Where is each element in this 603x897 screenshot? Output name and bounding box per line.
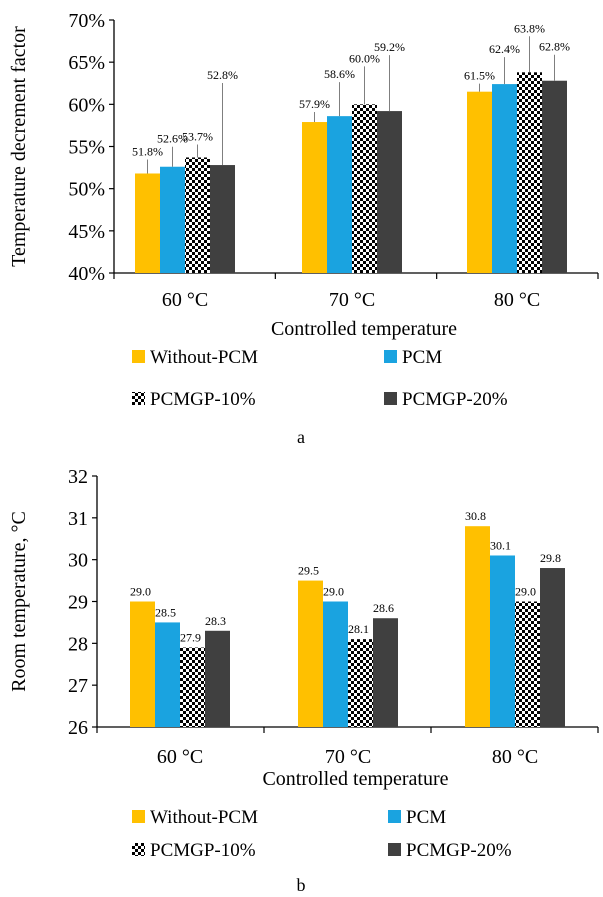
y-tick-label: 29: [68, 592, 88, 614]
y-tick-label: 50%: [68, 179, 105, 201]
data-label: 62.4%: [489, 42, 520, 56]
data-label: 30.8: [465, 509, 486, 523]
data-label: 29.0: [130, 585, 151, 599]
bar: [323, 601, 348, 727]
bar: [130, 601, 155, 727]
bar: [302, 122, 327, 273]
legend-swatch: [388, 810, 401, 823]
y-tick-label: 65%: [68, 52, 105, 74]
data-label: 52.8%: [207, 68, 238, 82]
legend-swatch: [132, 392, 145, 405]
legend-entry: PCMGP-20%: [406, 840, 512, 861]
legend-entry: PCMGP-10%: [150, 389, 256, 410]
bar: [160, 166, 185, 273]
y-tick-label: 40%: [68, 263, 105, 285]
bar: [377, 111, 402, 273]
data-label: 62.8%: [539, 40, 570, 54]
y-tick-label: 55%: [68, 137, 105, 159]
bar: [467, 91, 492, 273]
data-label: 28.1: [348, 622, 369, 636]
legend-entry: PCM: [402, 347, 442, 368]
y-tick-label: 32: [68, 466, 88, 488]
data-label: 51.8%: [132, 144, 163, 158]
legend-swatch: [388, 843, 401, 856]
panel-label: b: [297, 875, 306, 895]
y-tick-label: 60%: [68, 94, 105, 116]
x-category-label: 70 °C: [325, 746, 371, 768]
bar: [542, 80, 567, 273]
legend-swatch: [384, 350, 397, 363]
bar: [155, 622, 180, 727]
y-tick-label: 31: [68, 508, 88, 530]
y-axis-title: Temperature decrement factor: [8, 26, 30, 267]
bar: [180, 647, 205, 727]
data-label: 29.8: [540, 551, 561, 565]
data-label: 53.7%: [182, 129, 213, 143]
data-label: 63.8%: [514, 21, 545, 35]
data-label: 61.5%: [464, 69, 495, 83]
data-label: 27.9: [180, 631, 201, 645]
legend-swatch: [384, 392, 397, 405]
bar: [185, 157, 210, 273]
y-tick-label: 28: [68, 633, 88, 655]
legend-entry: Without-PCM: [150, 807, 258, 828]
panel-label: a: [297, 427, 305, 447]
data-label: 28.6: [373, 601, 394, 615]
y-tick-label: 45%: [68, 221, 105, 243]
bar: [517, 72, 542, 273]
data-label: 59.2%: [374, 40, 405, 54]
data-label: 52.6%: [157, 132, 188, 146]
chart-panel-a: 40% 45% 50% 55% 60% 65% 70% 60 °C 70 °C 80 °C Cont…: [8, 10, 599, 447]
y-tick-label: 70%: [68, 10, 105, 32]
bar: [327, 116, 352, 273]
bar: [465, 526, 490, 727]
bar: [352, 104, 377, 273]
data-label: 30.1: [490, 538, 511, 552]
data-label: 57.9%: [299, 97, 330, 111]
x-axis-title: Controlled temperature: [271, 318, 457, 340]
x-category-label: 80 °C: [492, 746, 538, 768]
legend-swatch: [132, 843, 145, 856]
legend-swatch: [132, 810, 145, 823]
bar: [210, 165, 235, 273]
x-category-label: 60 °C: [157, 746, 203, 768]
data-label: 29.5: [298, 564, 319, 578]
chart-panel-b: 26 27 28 29 30 31 32 60 °C 70 °C 80 °C Controlled …: [8, 466, 599, 895]
data-label: 29.0: [515, 585, 536, 599]
data-label: 60.0%: [349, 51, 380, 65]
legend-entry: PCMGP-20%: [402, 389, 508, 410]
y-axis-title: Room temperature, °C: [8, 511, 30, 692]
bar: [373, 618, 398, 727]
y-tick-label: 26: [68, 717, 88, 739]
bar: [540, 568, 565, 727]
x-category-label: 60 °C: [162, 289, 208, 311]
bar: [490, 555, 515, 727]
y-tick-label: 27: [68, 675, 88, 697]
legend-swatch: [132, 350, 145, 363]
bar: [515, 601, 540, 727]
bar: [298, 580, 323, 727]
x-axis-title: Controlled temperature: [262, 768, 448, 790]
bar: [492, 84, 517, 274]
data-label: 28.3: [205, 614, 226, 628]
x-category-label: 80 °C: [494, 289, 540, 311]
bar: [135, 173, 160, 273]
x-category-label: 70 °C: [329, 289, 375, 311]
bar: [205, 630, 230, 727]
data-label: 29.0: [323, 585, 344, 599]
legend-entry: Without-PCM: [150, 347, 258, 368]
legend-entry: PCMGP-10%: [150, 840, 256, 861]
y-tick-label: 30: [68, 550, 88, 572]
data-label: 58.6%: [324, 67, 355, 81]
legend-entry: PCM: [406, 807, 446, 828]
data-label: 28.5: [155, 605, 176, 619]
bar: [348, 639, 373, 727]
